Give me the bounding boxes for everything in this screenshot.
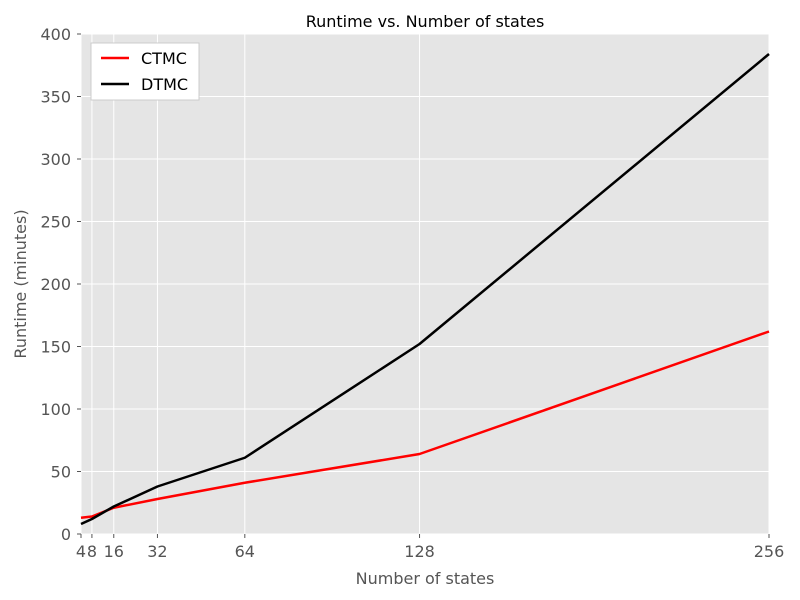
legend-label-ctmc: CTMC: [141, 49, 187, 68]
series-line-dtmc: [80, 53, 770, 526]
series-lines: [80, 53, 770, 526]
y-tick-label-0: 0: [61, 525, 71, 544]
y-axis-label: Runtime (minutes): [11, 209, 30, 358]
x-tick-label-32: 32: [147, 542, 167, 561]
y-tick-label-400: 400: [40, 25, 71, 44]
legend-box: [90, 42, 200, 101]
x-tick-label-128: 128: [404, 542, 435, 561]
x-tick-label-8: 8: [87, 542, 97, 561]
y-tick-label-100: 100: [40, 400, 71, 419]
x-tick-label-4: 4: [76, 542, 86, 561]
x-tick-label-16: 16: [104, 542, 124, 561]
axis-ticks: 4 8 16 32 64 128 256 0 50 100 150 200 250 300 350 400: [40, 25, 784, 561]
y-tick-label-300: 300: [40, 150, 71, 169]
legend: CTMC DTMC: [90, 42, 200, 101]
y-tick-label-350: 350: [40, 88, 71, 107]
legend-label-dtmc: DTMC: [141, 75, 188, 94]
x-axis-label: Number of states: [356, 569, 495, 588]
y-tick-label-50: 50: [51, 463, 71, 482]
grid-lines: [80, 33, 770, 535]
x-tick-label-256: 256: [754, 542, 785, 561]
chart-title: Runtime vs. Number of states: [306, 12, 545, 31]
y-tick-label-250: 250: [40, 213, 71, 232]
y-tick-label-150: 150: [40, 338, 71, 357]
series-line-ctmc: [80, 330, 770, 519]
x-tick-label-64: 64: [235, 542, 255, 561]
y-tick-label-200: 200: [40, 275, 71, 294]
